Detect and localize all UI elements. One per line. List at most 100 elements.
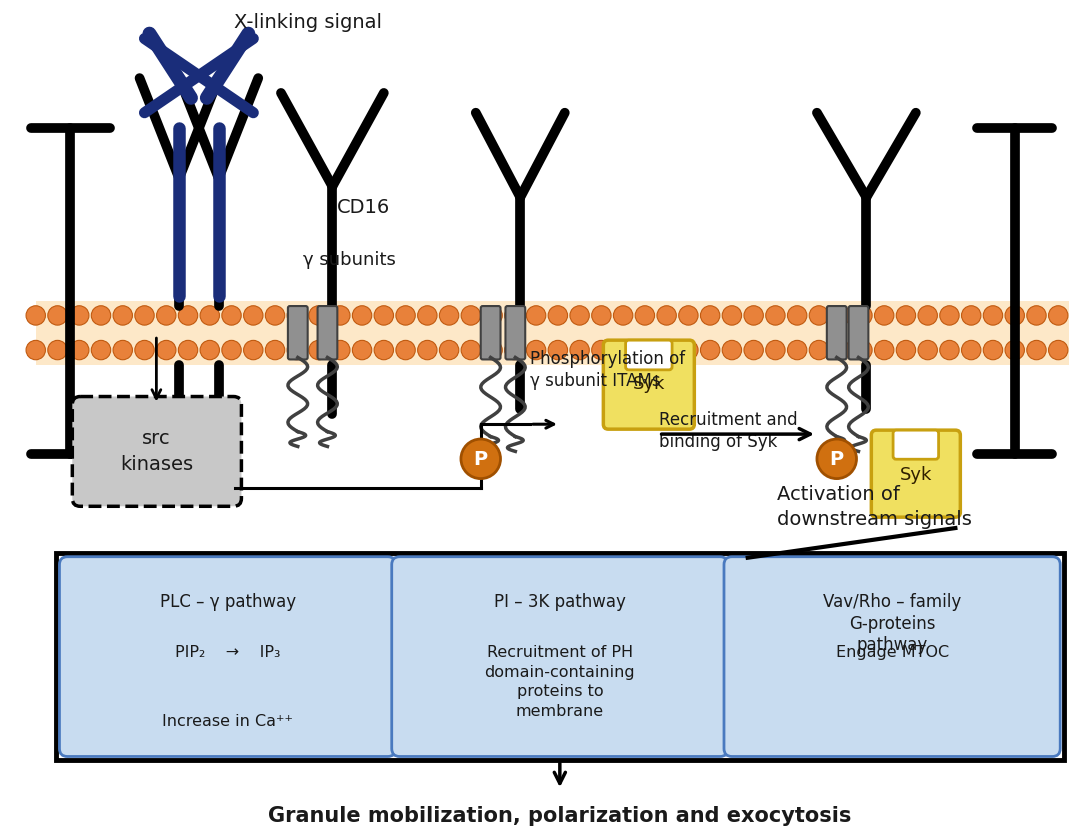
Circle shape [983,306,1003,325]
Text: Granule mobilization, polarization and exocytosis: Granule mobilization, polarization and e… [268,805,852,825]
Circle shape [918,341,937,360]
Circle shape [374,341,394,360]
Circle shape [788,306,807,325]
Circle shape [722,306,742,325]
FancyBboxPatch shape [894,431,938,460]
Text: PIP₂    →    IP₃: PIP₂ → IP₃ [175,644,280,659]
Circle shape [700,306,720,325]
Circle shape [570,306,589,325]
Circle shape [461,306,480,325]
Circle shape [418,306,437,325]
FancyBboxPatch shape [625,341,672,370]
Circle shape [374,306,394,325]
Circle shape [657,306,676,325]
Text: Phosphorylation of: Phosphorylation of [530,349,685,368]
FancyBboxPatch shape [505,306,525,360]
FancyBboxPatch shape [36,301,1069,365]
Circle shape [939,306,959,325]
FancyBboxPatch shape [392,557,728,757]
FancyBboxPatch shape [72,397,241,507]
Circle shape [135,306,154,325]
Circle shape [92,341,110,360]
Text: P: P [473,450,488,469]
Text: Engage MTOC: Engage MTOC [836,644,949,659]
Circle shape [591,341,611,360]
FancyBboxPatch shape [872,431,960,518]
Text: Syk: Syk [633,374,666,392]
Circle shape [831,306,850,325]
Circle shape [483,341,502,360]
Circle shape [679,341,698,360]
Circle shape [135,341,154,360]
Circle shape [766,306,786,325]
FancyBboxPatch shape [827,306,847,360]
Circle shape [265,306,285,325]
Circle shape [157,306,176,325]
Text: X-linking signal: X-linking signal [233,12,382,31]
Text: src: src [142,428,170,447]
Circle shape [70,341,89,360]
Circle shape [113,306,132,325]
Text: PI – 3K pathway: PI – 3K pathway [494,593,626,610]
Circle shape [48,341,68,360]
Circle shape [461,341,480,360]
Circle shape [461,440,501,479]
FancyBboxPatch shape [849,306,868,360]
Circle shape [1048,341,1068,360]
Circle shape [221,306,241,325]
Circle shape [591,306,611,325]
Text: Activation of
downstream signals: Activation of downstream signals [778,484,972,528]
Circle shape [48,306,68,325]
Circle shape [265,341,285,360]
Text: binding of Syk: binding of Syk [659,432,777,450]
Circle shape [26,306,46,325]
FancyBboxPatch shape [724,557,1060,757]
Circle shape [961,306,981,325]
Text: Increase in Ca⁺⁺: Increase in Ca⁺⁺ [163,713,293,728]
Circle shape [570,341,589,360]
Circle shape [853,341,872,360]
Circle shape [200,306,219,325]
Circle shape [810,341,829,360]
Circle shape [613,306,633,325]
Circle shape [505,306,524,325]
Circle shape [331,306,350,325]
Text: P: P [829,450,843,469]
Circle shape [70,306,89,325]
Circle shape [243,306,263,325]
Circle shape [831,341,850,360]
Circle shape [548,341,567,360]
Text: CD16: CD16 [337,197,391,216]
Circle shape [875,341,894,360]
Circle shape [440,341,459,360]
Circle shape [939,341,959,360]
Circle shape [810,306,829,325]
Text: Vav/Rho – family
G-proteins
pathway: Vav/Rho – family G-proteins pathway [823,593,961,653]
Circle shape [1027,341,1046,360]
Text: γ subunits: γ subunits [302,251,396,269]
Circle shape [744,306,764,325]
Circle shape [722,341,742,360]
Circle shape [287,341,307,360]
Circle shape [178,306,197,325]
Circle shape [875,306,894,325]
Circle shape [613,341,633,360]
Circle shape [1005,306,1024,325]
Circle shape [853,306,872,325]
Circle shape [896,341,915,360]
Circle shape [1027,306,1046,325]
Circle shape [896,306,915,325]
Circle shape [287,306,307,325]
Circle shape [788,341,807,360]
Text: Syk: Syk [900,465,932,483]
Circle shape [331,341,350,360]
Circle shape [635,306,655,325]
Text: Recruitment and: Recruitment and [659,411,798,429]
Circle shape [817,440,856,479]
FancyBboxPatch shape [603,341,694,430]
Circle shape [200,341,219,360]
Circle shape [983,341,1003,360]
Circle shape [396,306,416,325]
Text: γ subunit ITAMs: γ subunit ITAMs [530,371,661,389]
Circle shape [178,341,197,360]
